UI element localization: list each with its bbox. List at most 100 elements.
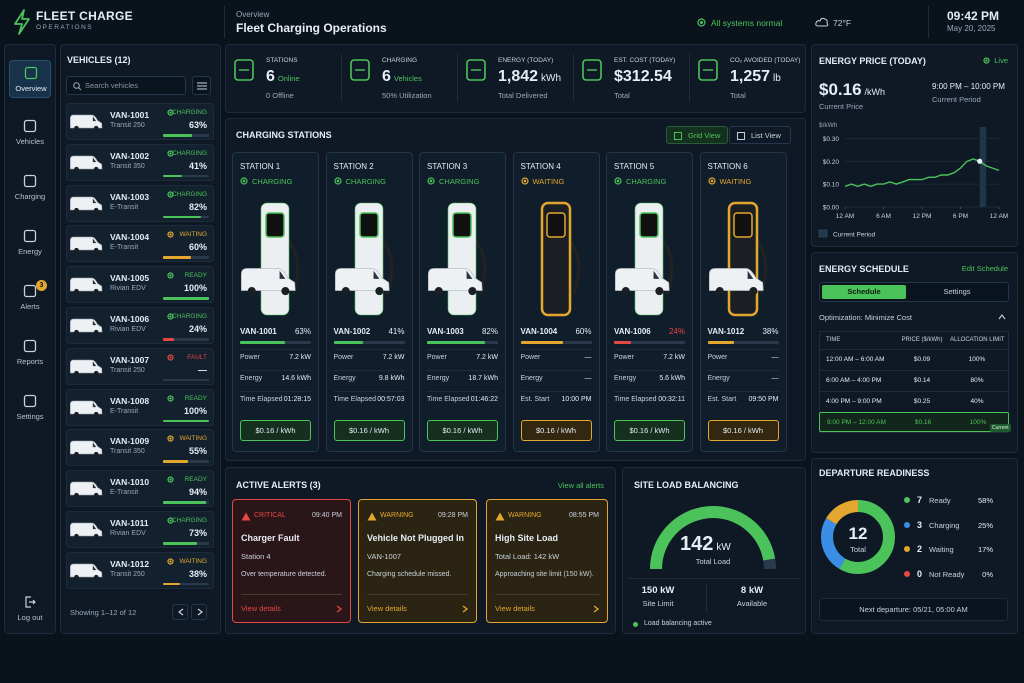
alert-action[interactable]: View details	[495, 604, 535, 613]
nav-item[interactable]: Overview	[9, 60, 51, 98]
vehicle-model: Rivian EDV	[110, 285, 146, 293]
station-card[interactable]: STATION 1 CHARGING VAN-1001 63% Power 7.2 kW E…	[232, 152, 319, 452]
station-card[interactable]: STATION 3 CHARGING VAN-1003 82% Power 7.2 kW E…	[419, 152, 506, 452]
vehicle-row[interactable]: VAN-1006 Rivian EDV CHARGING 24%	[66, 307, 214, 344]
available-caption: Available	[736, 599, 768, 608]
icon-dot	[242, 179, 246, 183]
vehicle-status: WAITING	[179, 557, 207, 565]
vehicle-row[interactable]: VAN-1002 Transit 350 CHARGING 41%	[66, 143, 214, 181]
vehicle-model: Transit 350	[110, 162, 145, 170]
stat-value-row: 6 Online	[266, 68, 300, 86]
search-icon	[73, 82, 82, 91]
page-arrow	[178, 608, 184, 616]
vehicle-row[interactable]: VAN-1010 E-Transit READY 94%	[66, 470, 214, 508]
search-box[interactable]: Search vehicles	[66, 76, 186, 95]
legend-label: Not Ready	[929, 569, 965, 579]
schedule-cell: $0.14	[913, 377, 931, 384]
view-toggle[interactable]: List View	[729, 126, 791, 144]
alert-card[interactable]: WARNING 09:28 PM Vehicle Not Plugged In VAN…	[358, 499, 477, 623]
row-divider	[707, 370, 779, 371]
battery-track	[163, 419, 209, 423]
tab[interactable]: Schedule	[822, 285, 906, 299]
current-badge: Current	[990, 424, 1011, 432]
station-card[interactable]: STATION 6 WAITING VAN-1012 38% Power — Energy —…	[699, 152, 787, 452]
alert-card[interactable]: WARNING 08:55 PM High Site Load Total Load:…	[486, 499, 608, 623]
vehicle-row[interactable]: VAN-1001 Transit 250 CHARGING 63%	[66, 103, 214, 140]
vehicle-id: VAN-1003	[110, 191, 150, 202]
brand-tagline: OPERATIONS	[36, 24, 94, 31]
vehicle-row[interactable]: VAN-1012 Transit 250 WAITING 38%	[66, 551, 214, 589]
station-vehicle: VAN-1012	[707, 327, 745, 336]
page-button[interactable]	[191, 604, 207, 620]
tab[interactable]: Settings	[915, 285, 999, 299]
station-card[interactable]: STATION 5 CHARGING VAN-1006 24% Power 7.2 kW E…	[606, 152, 693, 452]
battery-track	[520, 341, 592, 344]
warning-triangle	[367, 512, 377, 521]
van-wheel	[74, 248, 79, 254]
icon-dot	[169, 192, 172, 196]
vehicle-model: E-Transit	[110, 244, 139, 252]
van-window	[92, 320, 97, 326]
nav-badge: 3	[36, 280, 47, 291]
van-window	[92, 361, 97, 366]
nav-item[interactable]: Settings	[9, 389, 51, 427]
vehicle-row[interactable]: VAN-1007 Transit 250 FAULT —	[66, 347, 214, 385]
station-card[interactable]: STATION 2 CHARGING VAN-1002 41% Power 7.2 kW E…	[325, 152, 413, 452]
rate-button[interactable]: $0.16 / kWh	[707, 420, 779, 441]
edit-link[interactable]: Edit Schedule	[961, 264, 1008, 273]
van-image	[615, 268, 670, 296]
alert-card[interactable]: CRITICAL 09:40 PM Charger Fault Station 4 Ov…	[232, 499, 351, 623]
rate-button[interactable]: $0.16 / kWh	[614, 420, 685, 441]
nav-item[interactable]: Vehicles	[9, 114, 51, 152]
rate-button[interactable]: $0.16 / kWh	[333, 420, 405, 441]
icon-dot	[169, 152, 172, 155]
alert-subject: Total Load: 142 kW	[495, 552, 560, 561]
vehicle-row[interactable]: VAN-1009 Transit 350 WAITING 55%	[66, 429, 214, 467]
vehicle-row[interactable]: VAN-1005 Rivian EDV READY 100%	[66, 266, 214, 304]
vehicle-battery: 73%	[188, 528, 207, 538]
system-status: All systems normal	[711, 18, 783, 28]
van-body	[334, 268, 390, 291]
metric-value: —	[771, 375, 779, 382]
nav-item[interactable]: Alerts 3	[9, 279, 51, 317]
alert-icon	[367, 512, 377, 521]
van-body	[70, 237, 103, 251]
vehicle-row[interactable]: VAN-1011 Rivian EDV CHARGING 73%	[66, 511, 214, 548]
vehicle-row[interactable]: VAN-1004 E-Transit WAITING 60%	[66, 225, 214, 263]
status-icon	[167, 231, 174, 238]
charger-screen	[732, 212, 753, 238]
rate-button[interactable]: $0.16 / kWh	[240, 420, 311, 441]
schedule-cell: $0.09	[913, 356, 931, 363]
load-unit: kW	[716, 542, 731, 553]
filter-button[interactable]	[192, 76, 211, 95]
vehicle-row[interactable]: VAN-1003 E-Transit CHARGING 82%	[66, 184, 214, 222]
alert-action[interactable]: View details	[241, 604, 281, 613]
charger-image	[447, 202, 487, 316]
load-value: 142	[680, 533, 714, 555]
nav-item[interactable]: Reports	[9, 334, 51, 372]
period: 9:00 PM – 10:00 PM	[932, 82, 1005, 91]
rate-button[interactable]: $0.16 / kWh	[427, 420, 498, 441]
stat-icon-shape	[234, 59, 254, 81]
view-icon	[737, 132, 745, 140]
chevron	[462, 605, 469, 613]
view-all-link[interactable]: View all alerts	[557, 481, 604, 490]
column-header: ALLOCATION LIMIT	[950, 337, 1005, 343]
status-icon	[167, 476, 174, 483]
row-divider	[333, 370, 405, 371]
nav-item[interactable]: Energy	[9, 224, 51, 262]
charger-image	[634, 202, 674, 316]
icon-ring	[697, 18, 706, 27]
station-card[interactable]: STATION 4 WAITING VAN-1004 60% Power — Energy —…	[512, 152, 600, 452]
nav-item[interactable]: Charging	[9, 169, 51, 207]
page-button[interactable]	[172, 604, 188, 620]
vehicle-row[interactable]: VAN-1008 E-Transit READY 100%	[66, 388, 214, 426]
alert-action[interactable]: View details	[367, 604, 407, 613]
view-toggle[interactable]: Grid View	[666, 126, 728, 144]
view-icon-shape	[674, 132, 682, 140]
van-body	[70, 277, 103, 292]
status-icon	[520, 177, 529, 185]
status-icon	[983, 57, 990, 64]
rate-button[interactable]: $0.16 / kWh	[520, 420, 592, 441]
logout[interactable]: Log out	[9, 594, 51, 626]
